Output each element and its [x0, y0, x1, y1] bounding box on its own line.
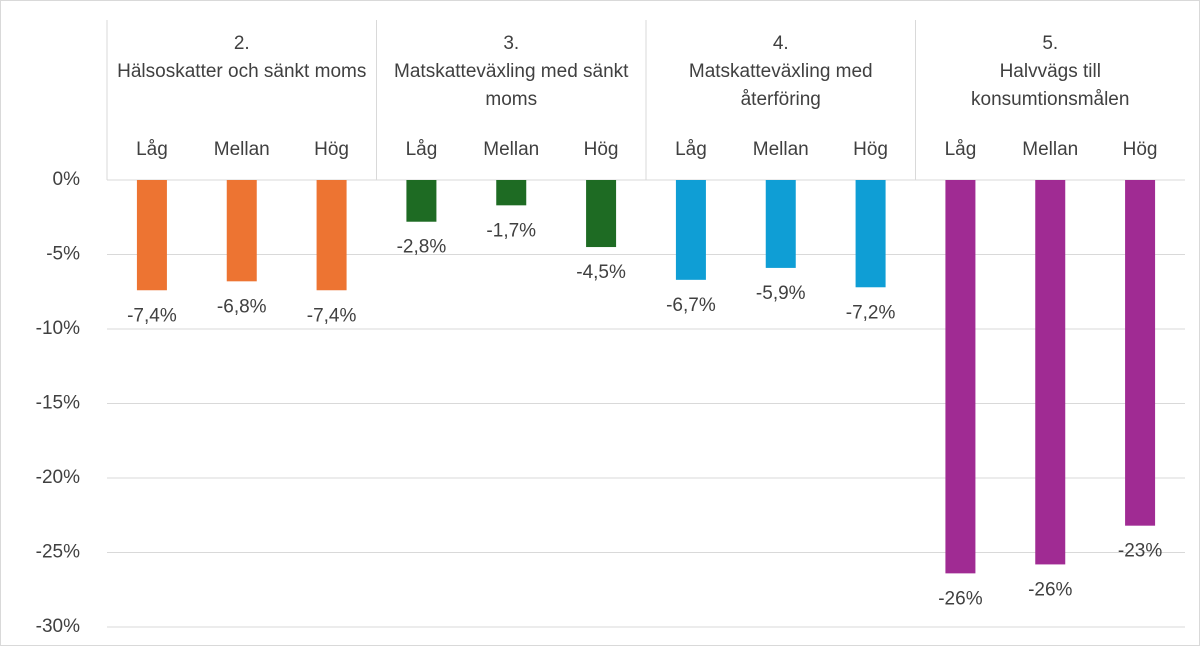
x-tick-label: Hög: [314, 139, 349, 160]
group-title: 3. Matskatteväxling med sänkt moms: [394, 33, 629, 110]
x-tick-label: Mellan: [1022, 139, 1078, 160]
data-label: -7,4%: [307, 305, 357, 326]
bar: [226, 180, 257, 282]
bar: [1035, 180, 1066, 565]
data-label: -7,2%: [846, 302, 896, 323]
bar: [136, 180, 167, 291]
x-tick-label: Mellan: [753, 139, 809, 160]
data-label: -6,8%: [217, 296, 267, 317]
y-tick-label: -25%: [36, 542, 80, 563]
x-tick-label: Låg: [406, 139, 438, 160]
bar: [496, 180, 527, 206]
data-label: -4,5%: [576, 262, 626, 283]
group-title-box: 5. Halvvägs till konsumtionsmålen: [971, 33, 1130, 110]
bar: [586, 180, 617, 248]
y-tick-label: -15%: [36, 393, 80, 414]
y-tick-label: -10%: [36, 318, 80, 339]
x-tick-label: Mellan: [214, 139, 270, 160]
bar: [945, 180, 976, 574]
data-label: -5,9%: [756, 283, 806, 304]
group-title: 4. Matskatteväxling med återföring: [688, 33, 873, 110]
group-title: 5. Halvvägs till konsumtionsmålen: [971, 33, 1130, 110]
bar: [1125, 180, 1156, 526]
bar: [675, 180, 706, 280]
group-title: 2. Hälsoskatter och sänkt moms: [117, 33, 367, 82]
data-label: -7,4%: [127, 305, 177, 326]
x-tick-label: Låg: [675, 139, 707, 160]
data-label: -1,7%: [486, 220, 536, 241]
bar: [855, 180, 886, 288]
bar: [316, 180, 347, 291]
y-tick-label: -30%: [36, 616, 80, 637]
data-label: -2,8%: [397, 237, 447, 258]
x-tick-label: Hög: [1123, 139, 1158, 160]
data-label: -23%: [1118, 541, 1162, 562]
y-tick-label: -20%: [36, 467, 80, 488]
x-tick-label: Hög: [853, 139, 888, 160]
bar: [406, 180, 437, 222]
x-tick-label: Hög: [584, 139, 619, 160]
x-tick-label: Låg: [945, 139, 977, 160]
y-tick-label: -5%: [46, 244, 80, 265]
data-label: -26%: [938, 588, 982, 609]
y-tick-label: 0%: [53, 169, 81, 190]
group-title-box: 2. Hälsoskatter och sänkt moms: [117, 33, 367, 82]
x-tick-label: Låg: [136, 139, 168, 160]
bar: [765, 180, 796, 268]
data-label: -6,7%: [666, 295, 716, 316]
group-title-box: 3. Matskatteväxling med sänkt moms: [394, 33, 629, 110]
group-title-box: 4. Matskatteväxling med återföring: [688, 33, 873, 110]
x-tick-label: Mellan: [483, 139, 539, 160]
data-label: -26%: [1028, 579, 1072, 600]
